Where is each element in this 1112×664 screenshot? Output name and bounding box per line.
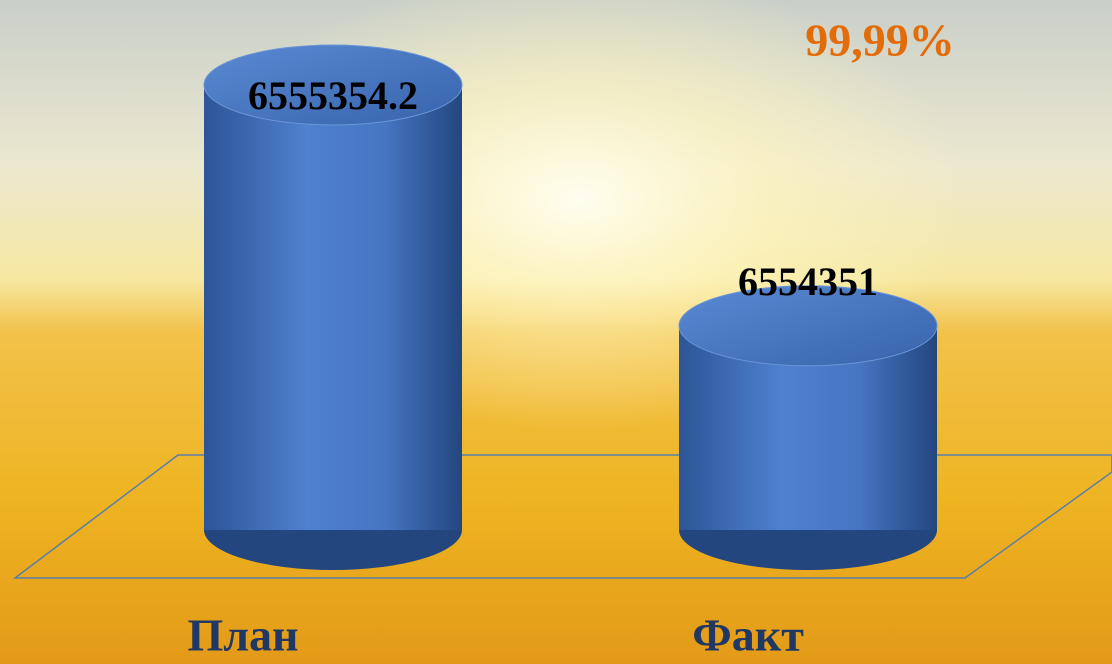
value-label: 6554351: [738, 259, 878, 304]
bar: [204, 85, 462, 530]
cylinder: [679, 286, 937, 570]
value-label: 6555354.2: [248, 73, 418, 118]
chart: 99,99% 6555354.2 План 6554351 Факт: [0, 0, 1112, 664]
x-tick-label: План: [187, 610, 298, 661]
annotation: 99,99%: [805, 15, 955, 66]
cylinder: [204, 45, 462, 570]
page: 99,99% 6555354.2План6554351Факт (() => {…: [0, 0, 1112, 664]
sun-glow: [0, 0, 1112, 664]
x-tick-label: Факт: [692, 610, 804, 661]
